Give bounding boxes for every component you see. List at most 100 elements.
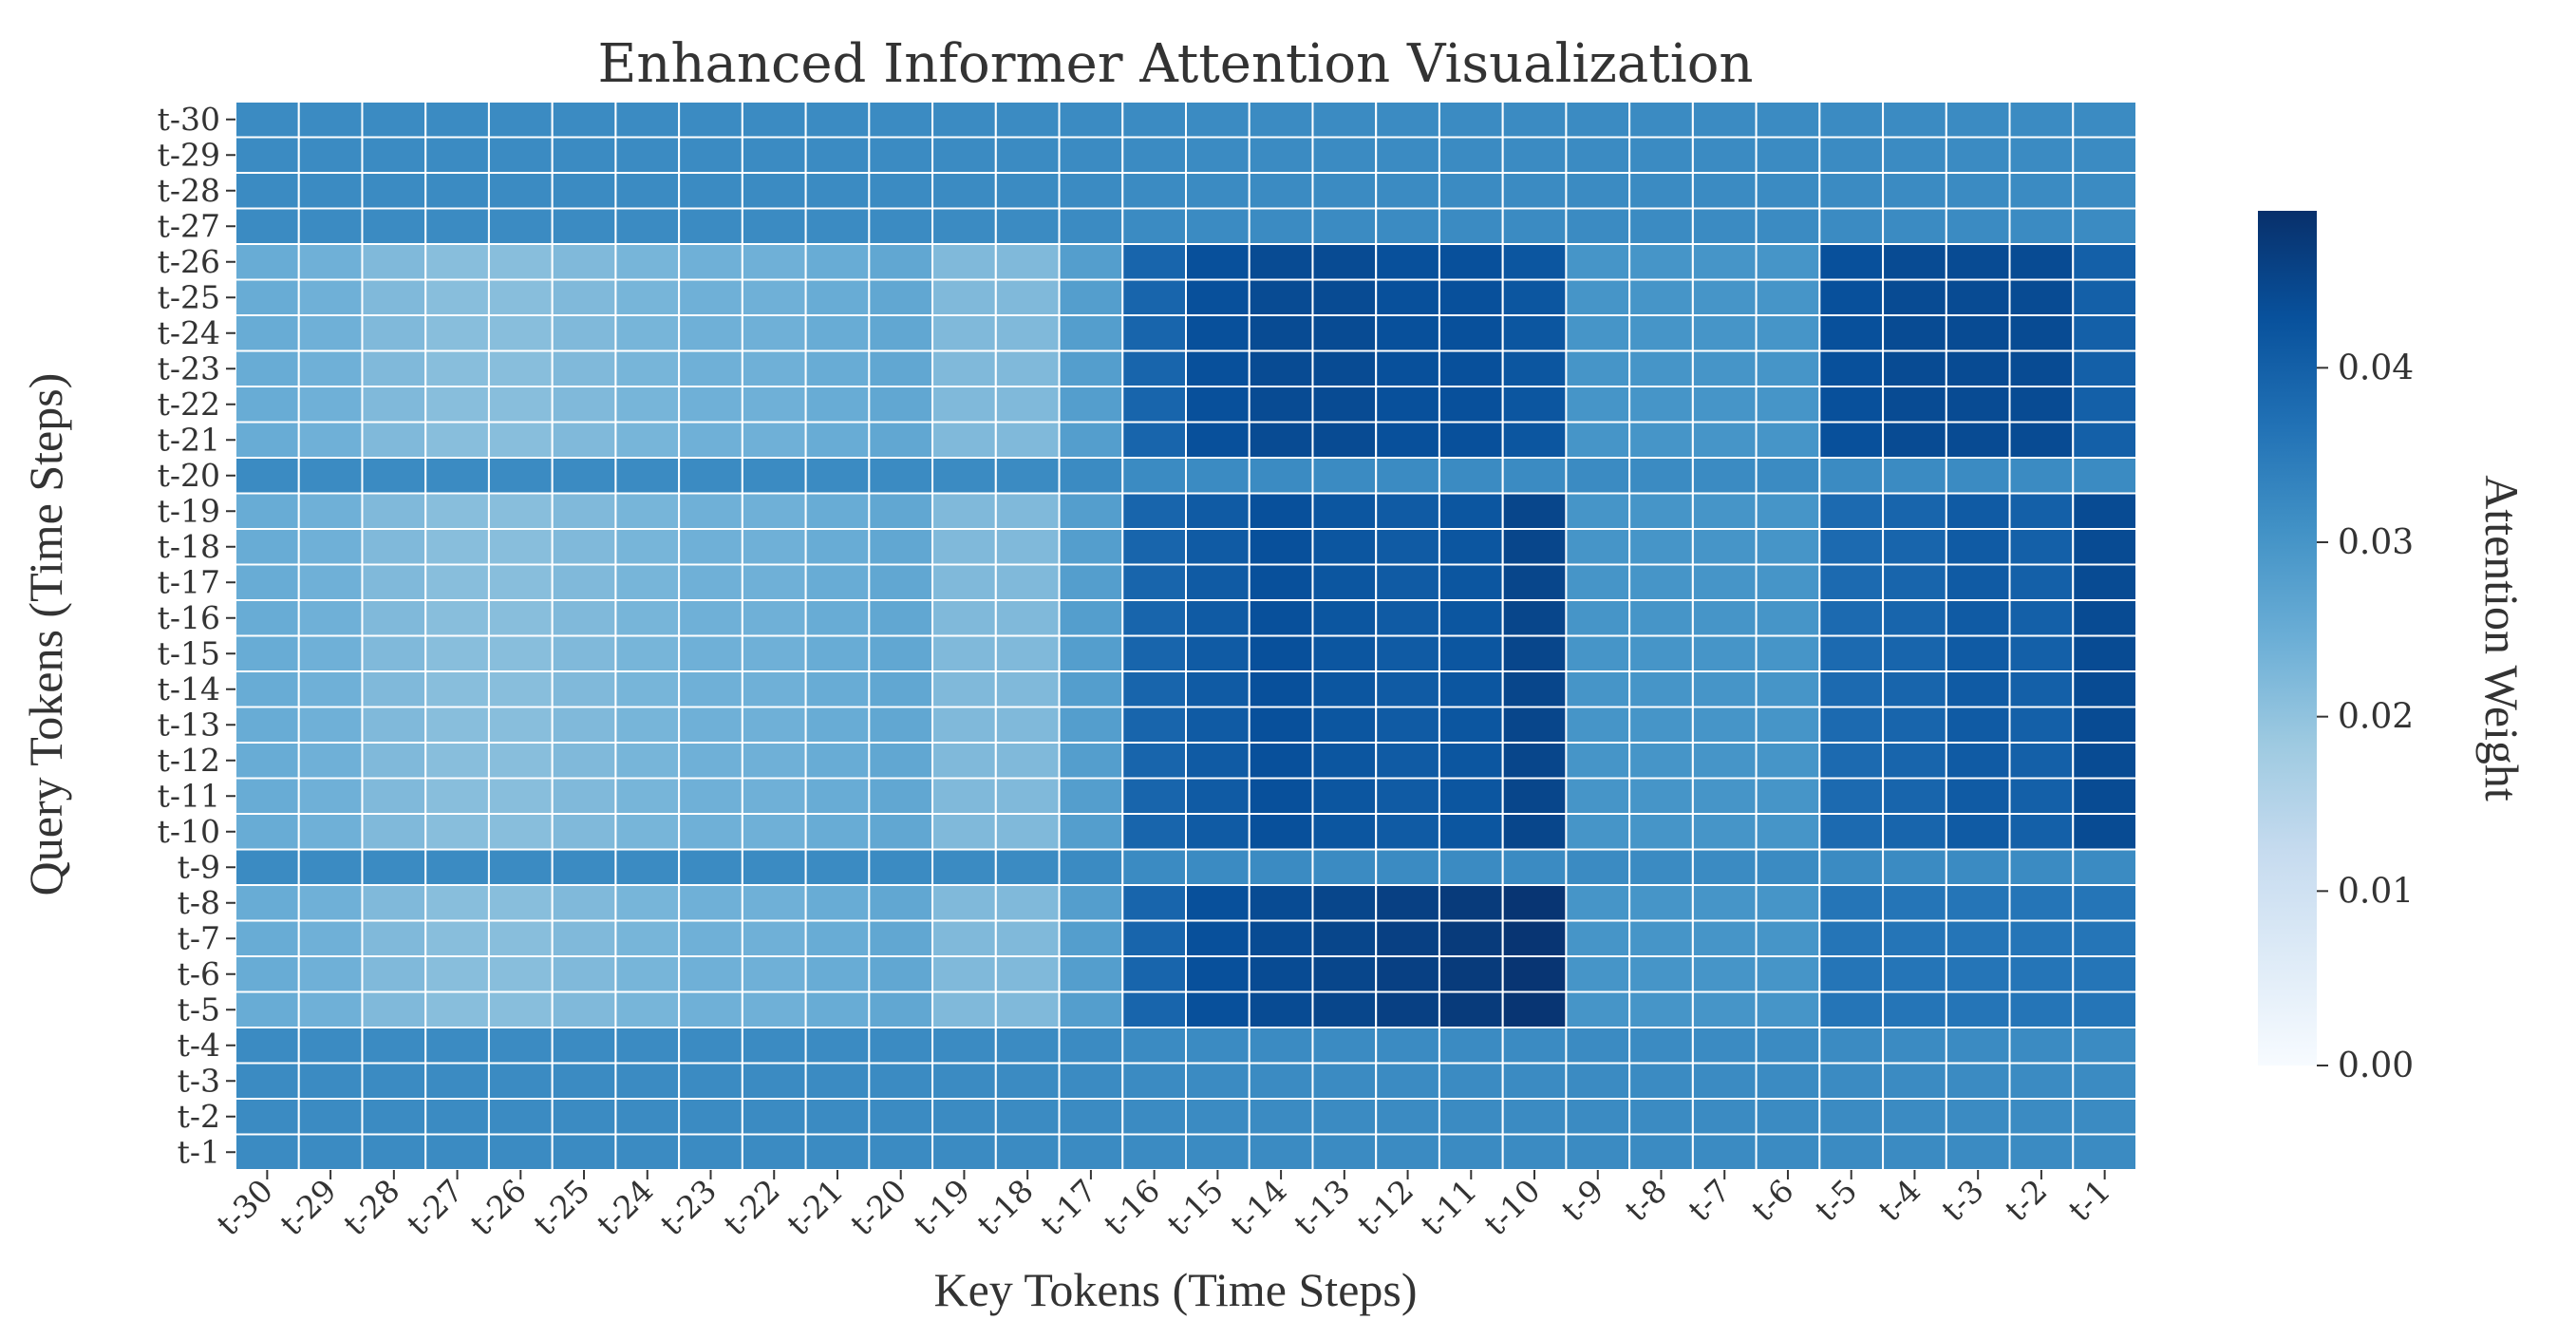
heatmap-cell (1375, 528, 1440, 566)
y-tick-label: t-25 (158, 278, 220, 315)
heatmap-cell (1882, 1098, 1947, 1136)
heatmap-cell (1311, 813, 1378, 851)
heatmap-cell (1755, 919, 1821, 957)
x-tick-label: t-20 (843, 1172, 914, 1243)
y-tick-label: t-26 (158, 243, 220, 280)
heatmap-cell (297, 848, 364, 886)
heatmap-cell (1438, 1062, 1504, 1100)
heatmap-cell (1628, 136, 1694, 174)
heatmap-cell (2008, 349, 2075, 387)
heatmap-cell (551, 777, 617, 815)
heatmap-cell (678, 421, 743, 459)
heatmap-cell (1185, 101, 1250, 139)
heatmap-cell (804, 386, 871, 424)
heatmap-cell (2072, 813, 2138, 851)
heatmap-cell (1882, 492, 1947, 530)
heatmap-cell (1691, 421, 1758, 459)
heatmap-cell (678, 457, 743, 495)
heatmap-cell (1185, 349, 1250, 387)
heatmap-cell (1438, 777, 1504, 815)
heatmap-cell (487, 349, 554, 387)
y-tick-label: t-17 (158, 563, 220, 600)
heatmap-cell (551, 243, 617, 281)
heatmap-cell (1755, 1027, 1821, 1065)
heatmap-cell (361, 670, 427, 708)
heatmap-cell (994, 101, 1061, 139)
heatmap-cell (1755, 884, 1821, 922)
heatmap-cell (2072, 706, 2138, 744)
heatmap-cell (1121, 813, 1188, 851)
heatmap-cell (2008, 813, 2075, 851)
heatmap-cell (678, 955, 743, 993)
heatmap-cell (1438, 1027, 1504, 1065)
heatmap-cell (1691, 1098, 1758, 1136)
heatmap-cell (994, 136, 1061, 174)
x-tick-label: t-2 (1998, 1172, 2055, 1229)
x-tick-label: t-30 (209, 1172, 280, 1243)
heatmap-cell (1311, 884, 1378, 922)
heatmap-cell (1501, 172, 1568, 210)
heatmap-cell (1058, 278, 1124, 316)
heatmap-cell (1248, 955, 1314, 993)
heatmap-cell (1882, 634, 1947, 672)
heatmap-cell (487, 884, 554, 922)
heatmap-cell (551, 1062, 617, 1100)
heatmap-cell (868, 349, 934, 387)
heatmap-cell (2072, 955, 2138, 993)
heatmap-cell (741, 919, 807, 957)
heatmap-cell (614, 528, 681, 566)
heatmap-cell (614, 919, 681, 957)
heatmap-cell (1945, 278, 2011, 316)
heatmap-cell (1375, 457, 1440, 495)
heatmap-cell (2008, 706, 2075, 744)
heatmap-cell (741, 990, 807, 1028)
heatmap-cell (868, 777, 934, 815)
heatmap-cell (1882, 421, 1947, 459)
heatmap-cell (297, 172, 364, 210)
heatmap-cell (297, 884, 364, 922)
x-tick-label: t-24 (590, 1172, 661, 1243)
heatmap-cell (424, 1062, 490, 1100)
heatmap-cell (741, 207, 807, 245)
heatmap-cell (1691, 990, 1758, 1028)
heatmap-cell (1185, 421, 1250, 459)
heatmap-cell (1882, 457, 1947, 495)
heatmap-cell (1058, 528, 1124, 566)
heatmap-cell (804, 742, 871, 780)
heatmap-cell (1945, 528, 2011, 566)
heatmap-cell (678, 243, 743, 281)
heatmap-cell (2008, 243, 2075, 281)
heatmap-cell (678, 278, 743, 316)
heatmap-cell (1501, 599, 1568, 637)
heatmap-cell (614, 243, 681, 281)
heatmap-cell (551, 1133, 617, 1171)
heatmap-cell (1628, 742, 1694, 780)
heatmap-cell (1248, 207, 1314, 245)
heatmap-cell (1945, 955, 2011, 993)
heatmap-cell (994, 599, 1061, 637)
heatmap-cell (1628, 278, 1694, 316)
heatmap-cell (424, 457, 490, 495)
heatmap-cell (1058, 634, 1124, 672)
heatmap-cell (1501, 243, 1568, 281)
heatmap-cell (1755, 457, 1821, 495)
heatmap-cell (551, 278, 617, 316)
heatmap-cell (1185, 848, 1250, 886)
heatmap-cell (1375, 848, 1440, 886)
heatmap-cell (931, 1027, 997, 1065)
heatmap-cell (1375, 386, 1440, 424)
heatmap-cell (804, 884, 871, 922)
heatmap-cell (1248, 492, 1314, 530)
heatmap-cell (297, 813, 364, 851)
heatmap-cell (994, 919, 1061, 957)
heatmap-cell (1248, 706, 1314, 744)
heatmap-cell (1501, 1098, 1568, 1136)
heatmap-cell (678, 742, 743, 780)
heatmap-cell (1121, 1133, 1188, 1171)
heatmap-cell (551, 563, 617, 601)
heatmap-cell (424, 1133, 490, 1171)
heatmap-cell (487, 777, 554, 815)
heatmap-cell (1691, 919, 1758, 957)
heatmap-cell (551, 421, 617, 459)
heatmap-cell (741, 599, 807, 637)
